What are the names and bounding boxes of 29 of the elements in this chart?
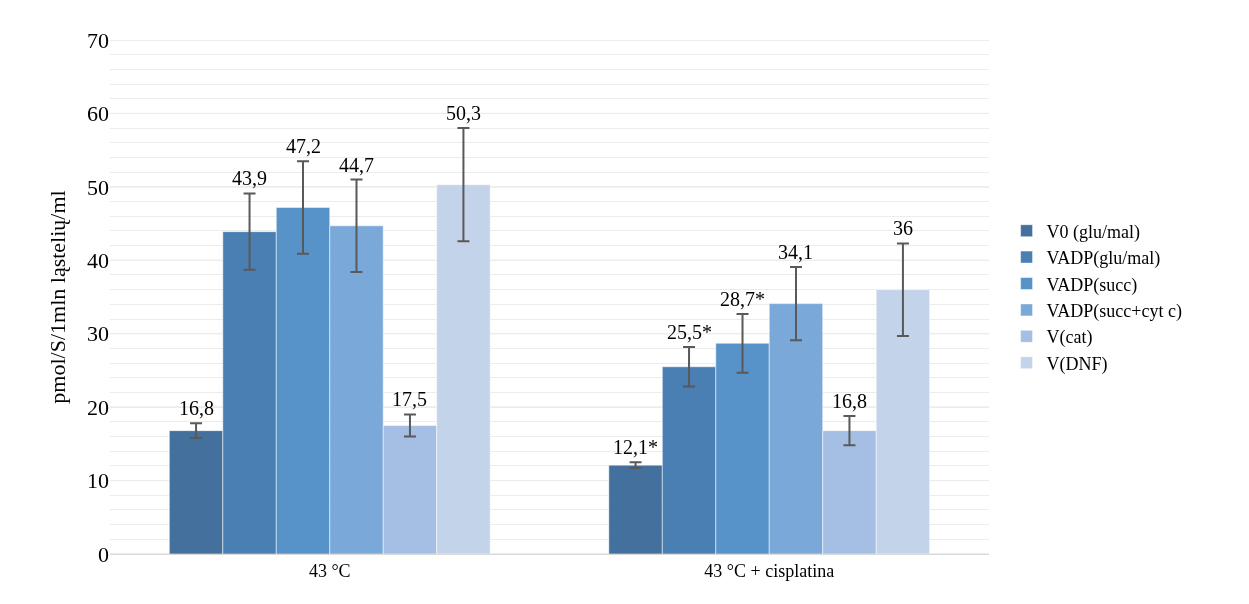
legend-label: V(DNF) (1046, 353, 1108, 375)
legend-label: V0 (glu/mal) (1046, 221, 1141, 243)
data-label: 36 (893, 217, 913, 239)
x-tick-label: 43 °C + cisplatina (704, 560, 835, 581)
x-tick-label: 43 °C (308, 560, 351, 581)
data-label: 43,9 (232, 167, 267, 189)
y-tick-label: 30 (87, 321, 109, 347)
data-label: 25,5* (667, 321, 712, 343)
data-label: 16,8 (179, 397, 214, 419)
legend-label: VADP(glu/mal) (1046, 248, 1161, 270)
data-label: 47,2 (286, 135, 321, 157)
y-tick-label: 20 (87, 394, 109, 420)
y-tick-label: 0 (98, 541, 109, 567)
y-tick-label: 60 (87, 101, 109, 127)
y-tick-label: 40 (87, 247, 109, 273)
legend-label: VADP(succ) (1046, 274, 1138, 296)
legend-label: V(cat) (1046, 327, 1093, 349)
data-label: 28,7* (720, 288, 765, 310)
legend-label: VADP(succ+cyt c) (1046, 300, 1182, 322)
data-label: 34,1 (778, 241, 813, 263)
data-label: 16,8 (832, 390, 867, 412)
y-tick-label: 10 (87, 468, 109, 494)
y-tick-label: 70 (87, 27, 109, 53)
data-label: 12,1* (613, 436, 658, 458)
y-tick-label: 50 (87, 174, 109, 200)
y-axis-title: pmol/S/1mln ląstelių/ml (44, 190, 70, 404)
data-label: 44,7 (339, 154, 374, 176)
data-label: 50,3 (446, 102, 481, 124)
data-label: 17,5 (392, 388, 427, 410)
